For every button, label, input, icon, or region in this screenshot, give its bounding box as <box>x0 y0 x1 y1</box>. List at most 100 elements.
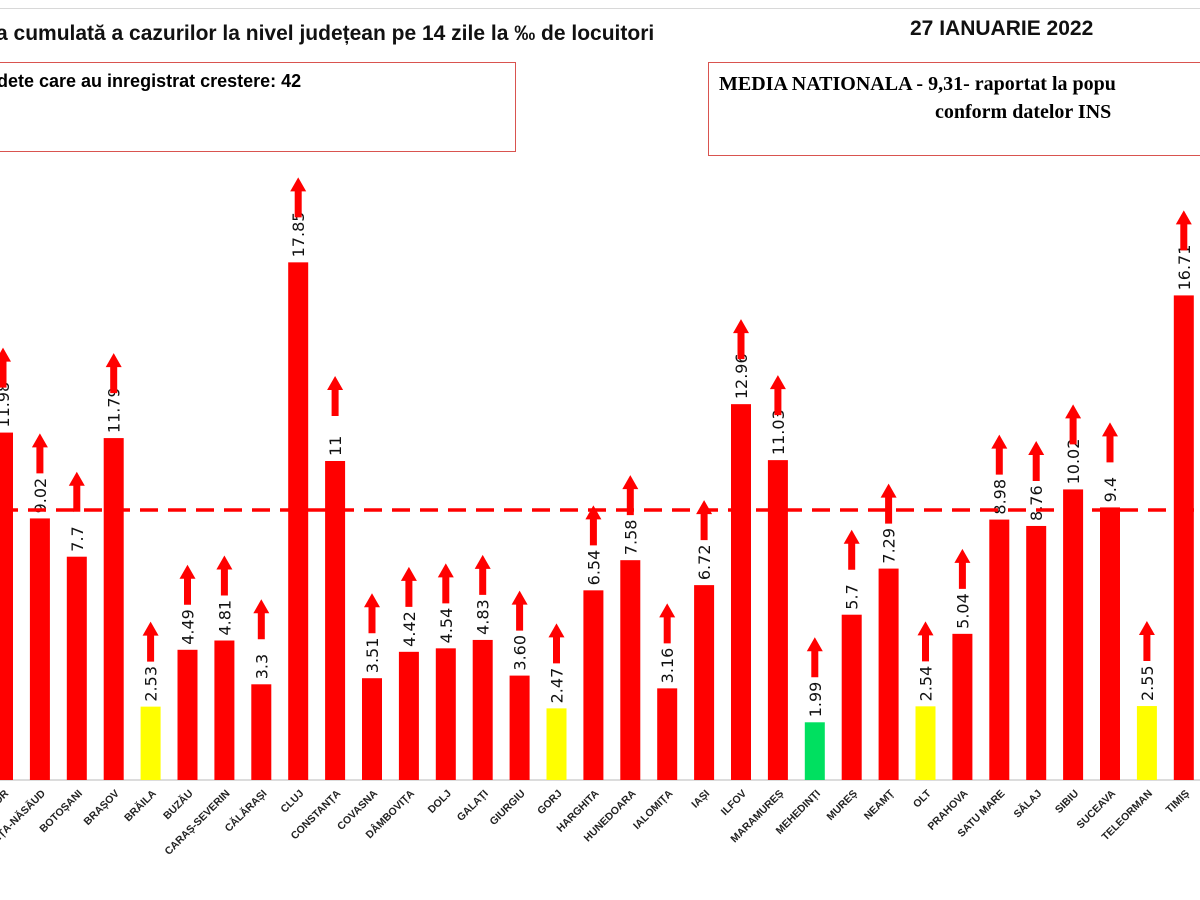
bar <box>1100 507 1120 780</box>
category-label: DOLJ <box>426 788 454 816</box>
bar <box>29 518 50 780</box>
trend-up-arrow-icon <box>142 621 159 662</box>
value-label: 7.7 <box>68 526 87 551</box>
bar <box>103 438 124 780</box>
category-label: BIHOR <box>0 787 11 820</box>
value-label: 5.7 <box>843 584 862 609</box>
value-label: 6.54 <box>584 550 603 586</box>
trend-up-arrow-icon <box>548 623 565 664</box>
value-label: 12.96 <box>732 353 751 399</box>
bar <box>583 590 604 780</box>
trend-up-arrow-icon <box>622 475 639 516</box>
bar <box>1173 295 1194 780</box>
value-label: 9.4 <box>1101 477 1120 502</box>
trend-up-arrow-icon <box>1102 422 1118 463</box>
trend-up-arrow-icon <box>917 621 934 662</box>
value-label: 3.3 <box>252 654 271 679</box>
trend-up-arrow-icon <box>696 500 713 541</box>
trend-up-arrow-icon <box>769 375 786 416</box>
trend-up-arrow-icon <box>437 563 454 604</box>
trend-up-arrow-icon <box>68 471 85 512</box>
trend-up-arrow-icon <box>659 603 676 644</box>
national-average-box: MEDIA NATIONALA - 9,31- raportat la popu… <box>708 62 1200 156</box>
chart-date: 27 IANUARIE 2022 <box>910 17 1094 40</box>
category-label: ILFOV <box>719 788 749 818</box>
increase-count-text: dete care au inregistrat crestere: 42 <box>0 71 302 91</box>
value-label: 2.54 <box>917 666 936 702</box>
bar <box>1026 525 1047 780</box>
trend-up-arrow-icon <box>843 529 860 570</box>
trend-up-arrow-icon <box>474 554 491 595</box>
value-label: 3.51 <box>363 638 382 674</box>
value-label: 2.55 <box>1138 665 1157 701</box>
bar <box>0 432 13 780</box>
trend-up-arrow-icon <box>400 566 417 607</box>
trend-up-arrow-icon <box>327 376 344 416</box>
value-label: 11.98 <box>0 382 13 428</box>
value-label: 7.58 <box>621 520 640 556</box>
bar <box>288 262 309 781</box>
category-label: CLUJ <box>278 788 306 816</box>
value-label: 6.72 <box>695 544 714 580</box>
trend-up-arrow-icon <box>991 434 1008 475</box>
trend-up-arrow-icon <box>1028 440 1045 481</box>
value-label: 3.16 <box>658 648 677 684</box>
bar <box>767 460 788 780</box>
bar <box>435 648 456 780</box>
value-label: 4.49 <box>179 609 198 645</box>
category-label: SIBIU <box>1053 788 1081 816</box>
bar <box>66 556 87 780</box>
bar <box>251 684 272 780</box>
value-label: 2.53 <box>142 666 161 702</box>
value-label: 5.04 <box>953 593 972 629</box>
category-label: SĂLAJ <box>1011 787 1045 821</box>
value-label: 4.42 <box>400 611 419 647</box>
bar <box>362 678 382 780</box>
category-label: BRAȘOV <box>82 788 122 828</box>
trend-up-arrow-icon <box>31 433 48 474</box>
national-average-text: MEDIA NATIONALA - 9,31- raportat la popu <box>719 73 1116 95</box>
value-label: 8.76 <box>1027 485 1046 521</box>
trend-up-arrow-icon <box>1175 210 1192 251</box>
bar <box>620 560 641 780</box>
value-label: 7.29 <box>880 528 899 564</box>
bar <box>804 722 825 780</box>
bar <box>398 651 419 780</box>
value-label: 2.47 <box>548 668 567 704</box>
category-label: IALOMIȚA <box>631 787 676 832</box>
trend-up-arrow-icon <box>216 555 233 596</box>
value-label: 11 <box>326 436 345 456</box>
trend-up-arrow-icon <box>1065 404 1082 445</box>
bar <box>694 585 715 780</box>
bar <box>989 519 1010 780</box>
value-label: 1.99 <box>806 682 825 718</box>
category-label: IAȘI <box>689 788 712 811</box>
trend-up-arrow-icon <box>954 548 971 589</box>
top-divider <box>0 8 1200 9</box>
bar <box>731 404 751 780</box>
value-label: 8.98 <box>990 479 1009 515</box>
category-label: MUREȘ <box>825 788 860 823</box>
trend-up-arrow-icon <box>585 505 602 546</box>
value-label: 4.83 <box>474 599 493 635</box>
trend-up-arrow-icon <box>880 483 897 524</box>
trend-up-arrow-icon <box>733 319 749 360</box>
bar <box>1136 706 1157 780</box>
trend-up-arrow-icon <box>253 599 270 640</box>
bar <box>657 688 678 780</box>
category-label: NEAMȚ <box>862 787 897 822</box>
bar <box>325 461 346 780</box>
trend-up-arrow-icon <box>1138 621 1155 662</box>
trend-up-arrow-icon <box>0 347 11 388</box>
category-label: GALAȚI <box>455 788 491 824</box>
trend-up-arrow-icon <box>179 564 196 605</box>
category-label: GIURGIU <box>487 788 527 828</box>
trend-up-arrow-icon <box>364 593 380 634</box>
bar <box>546 708 567 780</box>
bar <box>177 649 198 780</box>
category-label: GORJ <box>535 788 565 818</box>
value-label: 17.85 <box>289 212 308 258</box>
category-label: TIMIȘ <box>1164 788 1192 816</box>
bar <box>140 706 161 780</box>
